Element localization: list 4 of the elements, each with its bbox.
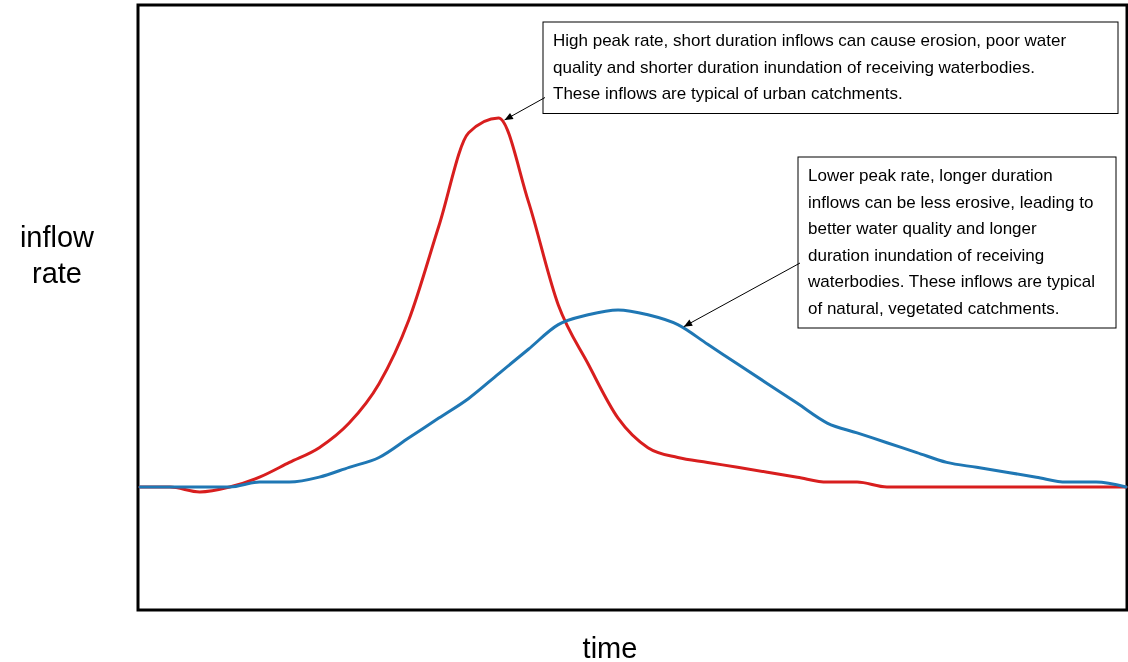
annotation: Lower peak rate, longer duration inflows can be less erosive, leading to better water quality and longer duration inundation of receiving waterbodies. These inflows are typical of natural, vegetated catchments. — [807, 166, 1095, 318]
text: High peak rate, short duration inflows can cause erosion, poor water quality and shorter duration inundation of receiving waterbodies. These inflows are typical of urban catchments. — [553, 31, 1067, 103]
y-axis-title: inflow rate — [19, 221, 96, 289]
x-axis-title: time — [582, 632, 638, 662]
